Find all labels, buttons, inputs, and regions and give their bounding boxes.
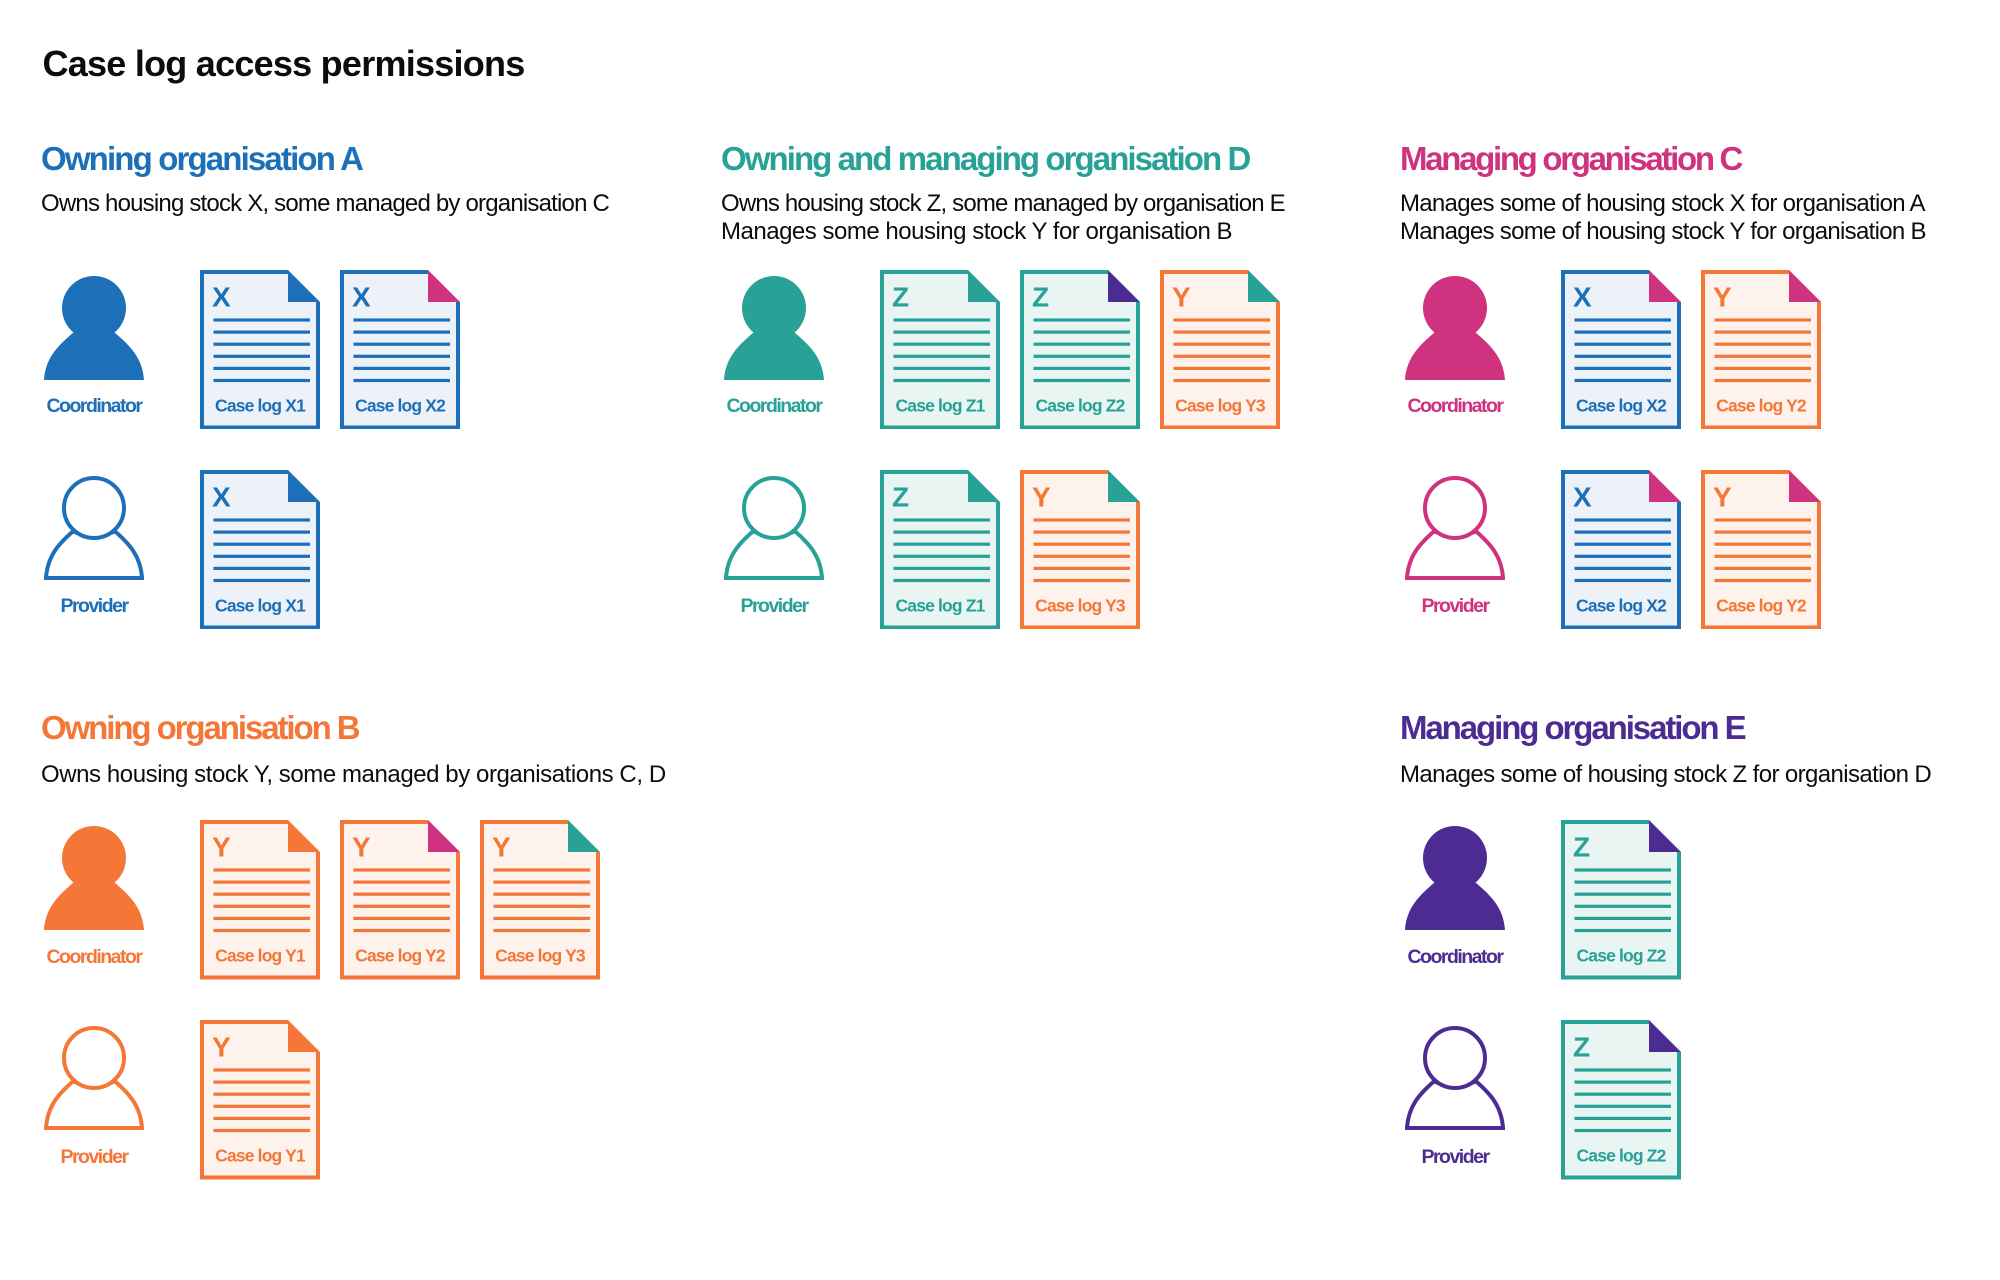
- svg-text:Case log Y2: Case log Y2: [355, 946, 446, 966]
- svg-text:Z: Z: [1032, 281, 1049, 312]
- svg-text:Case log Z1: Case log Z1: [896, 395, 986, 415]
- svg-text:Y: Y: [1713, 481, 1732, 512]
- svg-text:Case log Z1: Case log Z1: [896, 595, 986, 615]
- svg-text:Z: Z: [892, 481, 909, 512]
- svg-text:Z: Z: [1573, 832, 1590, 863]
- svg-text:Z: Z: [892, 281, 909, 312]
- svg-text:Case log Y2: Case log Y2: [1716, 395, 1807, 415]
- svg-text:Case log Z2: Case log Z2: [1577, 1146, 1667, 1166]
- svg-text:Y: Y: [212, 1032, 231, 1063]
- svg-text:Case log Z2: Case log Z2: [1036, 395, 1126, 415]
- svg-text:Y: Y: [212, 832, 231, 863]
- svg-text:Z: Z: [1573, 1032, 1590, 1063]
- svg-text:Case log X1: Case log X1: [215, 595, 306, 615]
- svg-text:Case log Y3: Case log Y3: [1035, 595, 1126, 615]
- svg-text:X: X: [352, 281, 371, 312]
- svg-text:Y: Y: [1172, 281, 1191, 312]
- svg-text:X: X: [212, 281, 231, 312]
- svg-text:Case log Y3: Case log Y3: [1175, 395, 1266, 415]
- svg-text:Case log Y3: Case log Y3: [495, 946, 586, 966]
- svg-text:Case log Z2: Case log Z2: [1577, 946, 1667, 966]
- svg-text:Case log Y2: Case log Y2: [1716, 595, 1807, 615]
- svg-text:Case log Y1: Case log Y1: [215, 946, 306, 966]
- svg-text:X: X: [1573, 481, 1592, 512]
- svg-text:X: X: [1573, 281, 1592, 312]
- svg-text:Case log Y1: Case log Y1: [215, 1146, 306, 1166]
- svg-text:Case log X1: Case log X1: [215, 395, 306, 415]
- svg-text:X: X: [212, 481, 231, 512]
- svg-text:Y: Y: [352, 832, 371, 863]
- svg-text:Case log X2: Case log X2: [1576, 395, 1667, 415]
- svg-text:Y: Y: [1713, 281, 1732, 312]
- svg-text:Y: Y: [1032, 481, 1051, 512]
- svg-text:Case log X2: Case log X2: [355, 395, 446, 415]
- svg-text:Case log X2: Case log X2: [1576, 595, 1667, 615]
- svg-text:Y: Y: [492, 832, 511, 863]
